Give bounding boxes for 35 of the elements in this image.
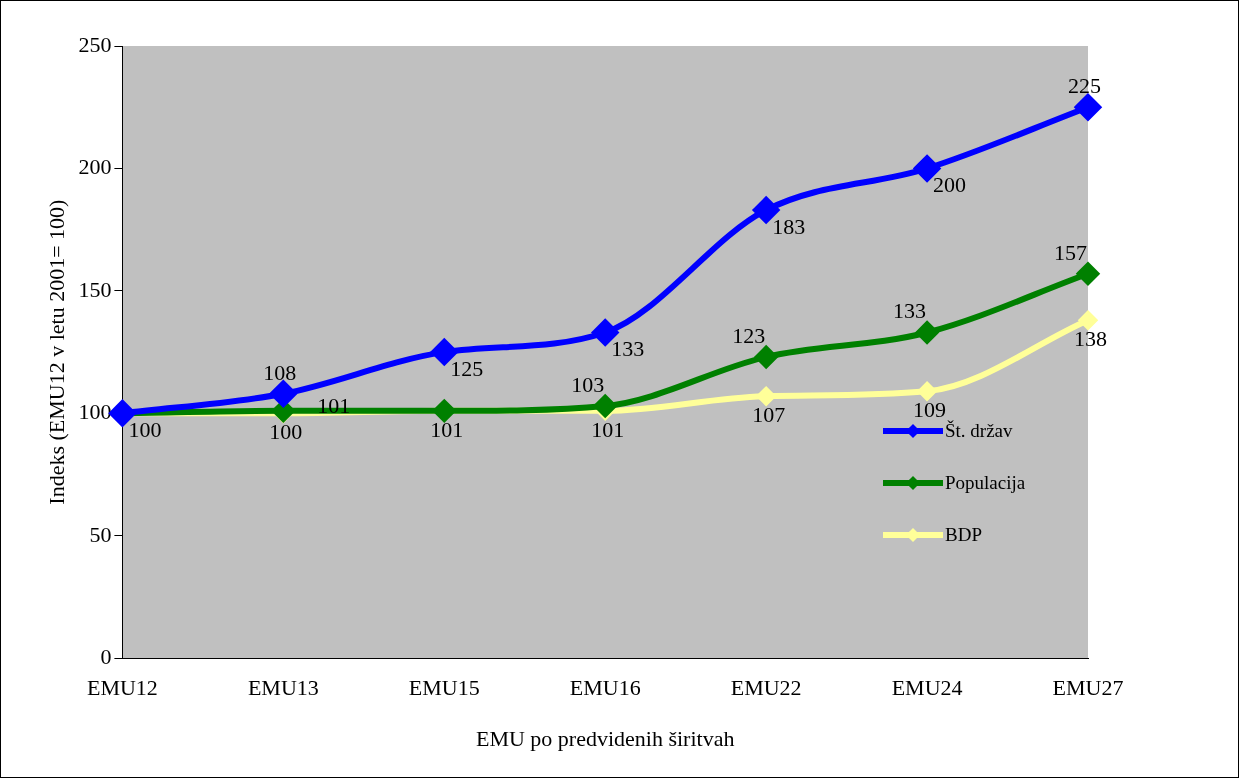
y-axis-title: Indeks (EMU12 v letu 2001= 100) bbox=[43, 199, 69, 505]
y-tick-label: 50 bbox=[89, 521, 112, 547]
x-tick-label: EMU12 bbox=[86, 675, 158, 701]
legend-label: Populacija bbox=[945, 471, 1026, 494]
x-tick-label: EMU27 bbox=[1052, 675, 1124, 701]
y-tick-label: 0 bbox=[100, 643, 112, 669]
data-label: 133 bbox=[611, 336, 645, 362]
data-label: 133 bbox=[893, 298, 927, 324]
x-tick-label: EMU16 bbox=[569, 675, 641, 701]
legend-label: BDP bbox=[945, 523, 982, 546]
y-tick-label: 200 bbox=[78, 154, 112, 180]
y-tick-label: 250 bbox=[78, 31, 112, 57]
data-label: 138 bbox=[1074, 326, 1107, 352]
x-tick-label: EMU13 bbox=[247, 675, 319, 701]
data-label: 103 bbox=[571, 371, 605, 397]
data-label: 183 bbox=[772, 213, 806, 239]
data-label: 100 bbox=[128, 417, 162, 443]
y-tick-label: 100 bbox=[78, 399, 112, 425]
data-label: 109 bbox=[913, 397, 947, 423]
x-tick-label: EMU24 bbox=[891, 675, 963, 701]
data-label: 101 bbox=[591, 416, 625, 442]
x-tick-label: EMU15 bbox=[408, 675, 480, 701]
y-tick-label: 150 bbox=[78, 276, 112, 302]
data-label: 107 bbox=[752, 401, 786, 427]
x-axis-title: EMU po predvidenih širitvah bbox=[475, 725, 735, 751]
data-label: 225 bbox=[1068, 73, 1101, 98]
data-label: 123 bbox=[732, 322, 766, 348]
x-tick-label: EMU22 bbox=[730, 675, 802, 701]
data-label: 157 bbox=[1054, 239, 1087, 265]
data-label: 101 bbox=[430, 416, 464, 442]
data-label: 100 bbox=[269, 419, 303, 445]
data-label: 125 bbox=[450, 355, 484, 381]
data-label: 200 bbox=[933, 172, 967, 198]
data-label: 108 bbox=[263, 359, 297, 385]
legend-label: Št. držav bbox=[945, 419, 1013, 442]
